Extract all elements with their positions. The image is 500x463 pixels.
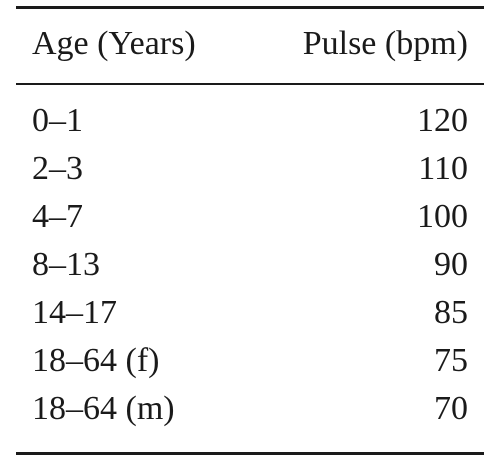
cell-age: 2–3 [32,150,83,187]
header-age: Age (Years) [32,25,196,62]
cell-age: 18–64 (f) [32,342,160,379]
cell-pulse: 90 [434,246,468,283]
header-pulse: Pulse (bpm) [302,25,468,62]
cell-age: 0–1 [32,102,83,139]
cell-pulse: 75 [434,342,468,379]
pulse-by-age-table: Age (Years) Pulse (bpm) 0–1 120 2–3 110 4–7 1… [16,0,484,463]
cell-pulse: 85 [434,294,468,331]
cell-age: 8–13 [32,246,100,283]
cell-pulse: 120 [417,102,468,139]
cell-pulse: 100 [417,198,468,235]
bottom-rule [16,452,484,455]
cell-age: 14–17 [32,294,117,331]
header-rule [16,83,484,85]
cell-age: 18–64 (m) [32,390,175,427]
cell-pulse: 70 [434,390,468,427]
cell-age: 4–7 [32,198,83,235]
table-body: 0–1 120 2–3 110 4–7 100 8–13 90 14–17 85 18–64 (f)… [16,0,484,463]
cell-pulse: 110 [418,150,468,187]
top-rule [16,6,484,9]
